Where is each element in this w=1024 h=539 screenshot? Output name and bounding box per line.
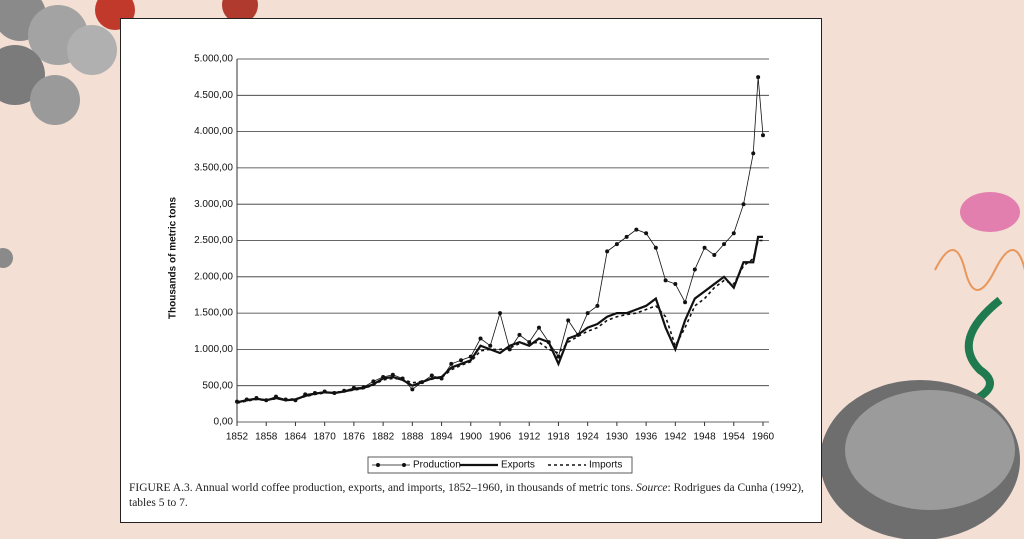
data-point (459, 358, 464, 363)
data-point (673, 282, 678, 287)
x-tick-label: 1912 (518, 432, 541, 443)
data-point (731, 231, 736, 236)
x-tick-label: 1858 (255, 432, 278, 443)
data-point (702, 245, 707, 250)
legend-box (367, 456, 633, 474)
y-tick-label: 5.000,00 (194, 54, 233, 65)
x-tick-label: 1948 (693, 432, 716, 443)
data-point (371, 379, 376, 384)
y-tick-label: 2.500,00 (194, 235, 233, 246)
figure-card: Thousands of metric tons 0,00 500,00 1.000… (120, 18, 822, 523)
x-tick-label: 1906 (489, 432, 512, 443)
legend-label: Production (413, 460, 461, 471)
data-point (683, 300, 688, 305)
data-point (585, 311, 590, 316)
x-tick-label: 1888 (401, 432, 424, 443)
x-tick-label: 1960 (752, 432, 775, 443)
data-point (595, 303, 600, 308)
x-tick-label: 1870 (314, 432, 337, 443)
y-tick-label: 4.000,00 (194, 126, 233, 137)
y-axis-title: Thousands of metric tons (168, 196, 179, 319)
data-point (498, 311, 502, 316)
y-tick-label: 3.500,00 (194, 163, 233, 174)
data-point (449, 361, 454, 366)
data-point (488, 343, 493, 348)
caption-text: FIGURE A.3. Annual world coffee producti… (129, 482, 637, 494)
legend-dot (402, 463, 406, 467)
caption: FIGURE A.3. Annual world coffee producti… (129, 481, 813, 511)
data-point (663, 278, 668, 283)
x-tick-label: 1900 (460, 432, 483, 443)
data-point (653, 245, 658, 250)
data-point (756, 75, 761, 80)
x-tick-label: 1936 (635, 432, 658, 443)
data-point (741, 202, 746, 207)
y-tick-label: 0,00 (214, 417, 234, 428)
legend-label: Imports (589, 460, 622, 471)
x-tick-label: 1954 (723, 432, 746, 443)
data-point (566, 318, 571, 323)
data-point (478, 336, 483, 341)
x-tick-label: 1930 (606, 432, 629, 443)
data-point (692, 267, 697, 272)
caption-source: Source (636, 482, 668, 494)
y-tick-label: 2.000,00 (194, 271, 233, 282)
data-point (556, 354, 561, 359)
y-tick-label: 1.000,00 (194, 344, 233, 355)
x-tick-label: 1924 (577, 432, 600, 443)
y-tick-label: 4.500,00 (194, 90, 233, 101)
x-tick-label: 1882 (372, 432, 395, 443)
x-tick-label: 1894 (430, 432, 453, 443)
y-tick-label: 500,00 (202, 380, 233, 391)
x-tick-label: 1876 (343, 432, 366, 443)
series-line (236, 239, 763, 404)
x-tick-label: 1918 (547, 432, 570, 443)
data-point (614, 242, 619, 247)
x-tick-label: 1942 (664, 432, 687, 443)
data-point (507, 347, 512, 352)
data-point (644, 231, 649, 236)
data-point (751, 151, 756, 156)
data-point (712, 253, 717, 258)
series-line (236, 235, 763, 404)
data-point (624, 234, 629, 239)
data-point (634, 227, 639, 232)
x-tick-label: 1864 (284, 432, 307, 443)
data-point (410, 387, 415, 392)
caption-text: : Rodrigues da Cunha (1992), tables 5 to… (129, 482, 804, 509)
y-tick-label: 3.000,00 (194, 199, 233, 210)
x-tick-label: 1852 (226, 432, 249, 443)
data-point (390, 372, 395, 377)
chart: Thousands of metric tons 0,00 500,00 1.000… (168, 54, 775, 474)
legend-label: Exports (501, 460, 535, 471)
data-point (517, 332, 522, 337)
data-point (605, 249, 610, 254)
data-point (536, 325, 541, 330)
data-point (761, 133, 765, 138)
data-point (722, 242, 727, 247)
data-point (429, 373, 434, 378)
y-tick-label: 1.500,00 (194, 308, 233, 319)
legend-dot (376, 463, 380, 467)
